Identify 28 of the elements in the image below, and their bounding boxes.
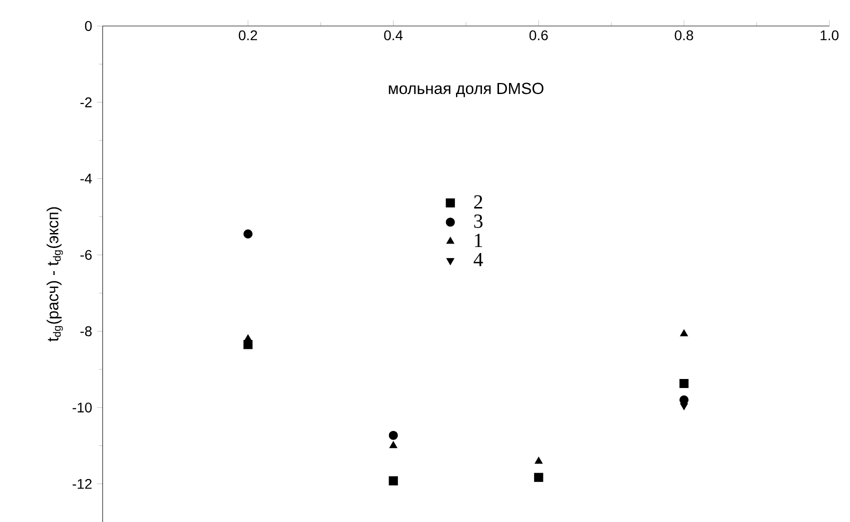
- x-tick-label: 0.4: [384, 30, 403, 40]
- x-tick-label: 0.2: [238, 30, 258, 40]
- point: [679, 378, 689, 388]
- x-axis-title: мольная доля DMSO: [388, 82, 544, 98]
- x-tick-label: 1.0: [820, 30, 839, 40]
- point: [534, 456, 543, 464]
- x-tick-label: 0.8: [674, 30, 694, 40]
- point: [679, 395, 689, 404]
- y-tick-label: -4: [80, 174, 92, 184]
- legend-label: 3: [474, 214, 482, 228]
- legend-label: 2: [474, 195, 482, 209]
- point: [243, 229, 253, 238]
- point: [680, 329, 688, 336]
- y-tick-label: 0: [85, 21, 92, 31]
- y-tick-label: -2: [80, 97, 92, 108]
- point: [388, 476, 398, 486]
- legend-label: 4: [474, 252, 483, 266]
- y-tick-label: -6: [80, 250, 92, 260]
- y-tick-label: -12: [72, 478, 92, 489]
- y-tick-label: -8: [80, 326, 92, 336]
- point: [534, 472, 544, 482]
- legend-label: 1: [475, 234, 482, 247]
- point: [389, 441, 398, 448]
- point: [388, 430, 398, 440]
- x-tick-label: 0.6: [529, 30, 548, 40]
- y-axis-title: t$_{dg}$(расч) - t$_{dg}$(эксп): [46, 207, 63, 342]
- y-tick-label: -10: [72, 402, 92, 413]
- point: [680, 403, 688, 410]
